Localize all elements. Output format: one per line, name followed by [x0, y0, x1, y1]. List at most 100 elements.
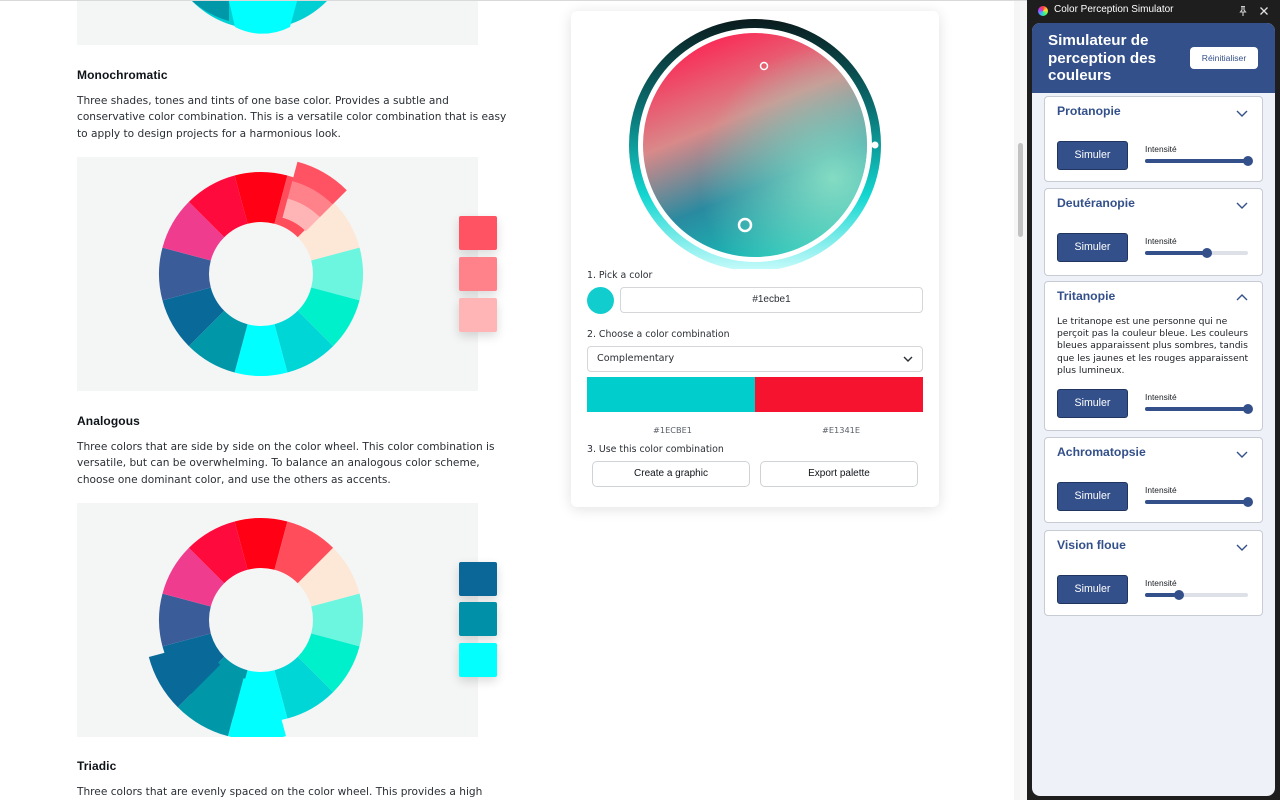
simulate-button[interactable]: Simuler — [1057, 482, 1128, 511]
wheel-segment — [159, 247, 211, 301]
slider-fill — [1145, 593, 1179, 597]
intensity-label: Intensité — [1145, 392, 1177, 402]
slider-thumb[interactable] — [1201, 248, 1212, 258]
wheel-segment — [311, 593, 363, 647]
simulation-card-tritanopie: Tritanopie Le tritanope est une personne … — [1044, 281, 1263, 431]
wheel-highlight-segment — [292, 161, 347, 205]
intensity-slider[interactable] — [1145, 156, 1253, 166]
chevron-down-icon[interactable] — [1236, 108, 1248, 118]
hex-input[interactable]: #1ecbe1 — [620, 287, 923, 313]
intensity-slider[interactable] — [1145, 248, 1248, 258]
wheel-highlight-segment — [177, 664, 244, 737]
card-title[interactable]: Achromatopsie — [1057, 445, 1146, 459]
color-wheel-picker[interactable] — [571, 11, 939, 269]
section-description: Three colors that are evenly spaced on t… — [77, 786, 483, 798]
close-icon[interactable] — [1258, 5, 1270, 17]
analogous-wheel — [148, 518, 363, 740]
pin-icon[interactable] — [1237, 5, 1249, 17]
intensity-label: Intensité — [1145, 144, 1177, 154]
intensity-slider[interactable] — [1145, 497, 1253, 507]
article-page: Monochromatic Three shades, tones and ti… — [0, 0, 1027, 800]
simulation-card-vision floue: Vision floue Simuler Intensité — [1044, 530, 1263, 616]
combination-select[interactable]: Complementary — [587, 346, 923, 372]
monochromatic-wheel — [159, 161, 363, 376]
section-title: Analogous — [77, 414, 140, 428]
slider-fill — [1145, 500, 1248, 504]
intensity-slider[interactable] — [1145, 590, 1248, 600]
wheel-segment — [162, 201, 225, 261]
wheel-highlight-segment — [282, 198, 320, 232]
palette-color-block[interactable] — [587, 377, 755, 412]
slider-thumb[interactable] — [1173, 590, 1184, 600]
palette-hex-label: #E1341E — [822, 425, 861, 435]
swatch — [459, 216, 497, 250]
palette-color-block[interactable] — [755, 377, 923, 412]
wheel-segment — [234, 172, 288, 224]
wheel-segment — [159, 593, 211, 647]
wheel-segment — [188, 310, 248, 373]
app-logo-icon — [1038, 6, 1048, 16]
color-picker-card: 1. Pick a color #1ecbe1 2. Choose a colo… — [571, 11, 939, 507]
wheel-segment — [297, 287, 360, 347]
scrollbar-thumb[interactable] — [1018, 143, 1023, 237]
palette-hex-label: #1ECBE1 — [653, 425, 692, 435]
chevron-down-icon[interactable] — [1236, 200, 1248, 210]
intensity-label: Intensité — [1145, 236, 1177, 246]
analogous-illustration — [77, 503, 478, 740]
card-title[interactable]: Protanopie — [1057, 104, 1121, 118]
wheel-segment — [311, 247, 363, 301]
simulate-button[interactable]: Simuler — [1057, 233, 1128, 262]
wheel-highlight-segment — [287, 181, 333, 218]
chevron-up-icon[interactable] — [1236, 293, 1248, 303]
intensity-label: Intensité — [1145, 578, 1177, 588]
swatch — [459, 257, 497, 291]
slider-thumb[interactable] — [1243, 156, 1253, 166]
reset-button[interactable]: Réinitialiser — [1190, 47, 1258, 69]
intensity-slider[interactable] — [1145, 404, 1253, 414]
chevron-down-icon[interactable] — [1236, 542, 1248, 552]
card-title[interactable]: Vision floue — [1057, 538, 1126, 552]
section-description: Three shades, tones and tints of one bas… — [77, 95, 507, 140]
wheel-segment — [162, 287, 225, 347]
card-title[interactable]: Tritanopie — [1057, 289, 1116, 303]
top-wheel-graphic — [192, 1, 327, 34]
slider-thumb[interactable] — [1243, 497, 1253, 507]
step-3-label: 3. Use this color combination — [587, 444, 724, 455]
create-graphic-button[interactable]: Create a graphic — [592, 461, 750, 487]
wheel-segment — [234, 324, 288, 376]
top-wheel-illustration — [77, 1, 478, 45]
slider-fill — [1145, 251, 1207, 255]
card-description: Le tritanope est une personne qui ne per… — [1057, 316, 1249, 376]
monochromatic-illustration — [77, 157, 478, 391]
wheel-segment — [274, 656, 334, 719]
slider-thumb[interactable] — [1243, 404, 1253, 414]
wheel-segment — [297, 547, 360, 607]
secondary-handle[interactable] — [759, 61, 769, 71]
slider-fill — [1145, 407, 1248, 411]
simulation-card-achromatopsie: Achromatopsie Simuler Intensité — [1044, 437, 1263, 523]
export-palette-button[interactable]: Export palette — [760, 461, 918, 487]
simulate-button[interactable]: Simuler — [1057, 389, 1128, 418]
wheel-highlight-segment — [228, 678, 286, 740]
window-titlebar[interactable]: Color Perception Simulator — [1027, 0, 1280, 22]
swatch — [459, 298, 497, 332]
intensity-label: Intensité — [1145, 485, 1177, 495]
step-1-label: 1. Pick a color — [587, 270, 653, 281]
ring-handle[interactable] — [871, 141, 879, 149]
chevron-down-icon[interactable] — [1236, 449, 1248, 459]
selected-color-dot[interactable] — [587, 287, 614, 314]
page-scrollbar[interactable] — [1014, 1, 1027, 800]
simulate-button[interactable]: Simuler — [1057, 575, 1128, 604]
card-title[interactable]: Deutéranopie — [1057, 196, 1135, 210]
chevron-down-icon — [903, 356, 913, 362]
wheel-segment — [188, 175, 248, 238]
section-title: Triadic — [77, 759, 117, 773]
window-title: Color Perception Simulator — [1054, 4, 1174, 15]
primary-handle[interactable] — [737, 217, 753, 233]
wheel-segment — [234, 518, 288, 570]
swatch — [459, 643, 497, 677]
simulation-card-deutéranopie: Deutéranopie Simuler Intensité — [1044, 188, 1263, 276]
wheel-segment — [188, 521, 248, 584]
simulate-button[interactable]: Simuler — [1057, 141, 1128, 170]
wheel-segment — [297, 633, 360, 693]
